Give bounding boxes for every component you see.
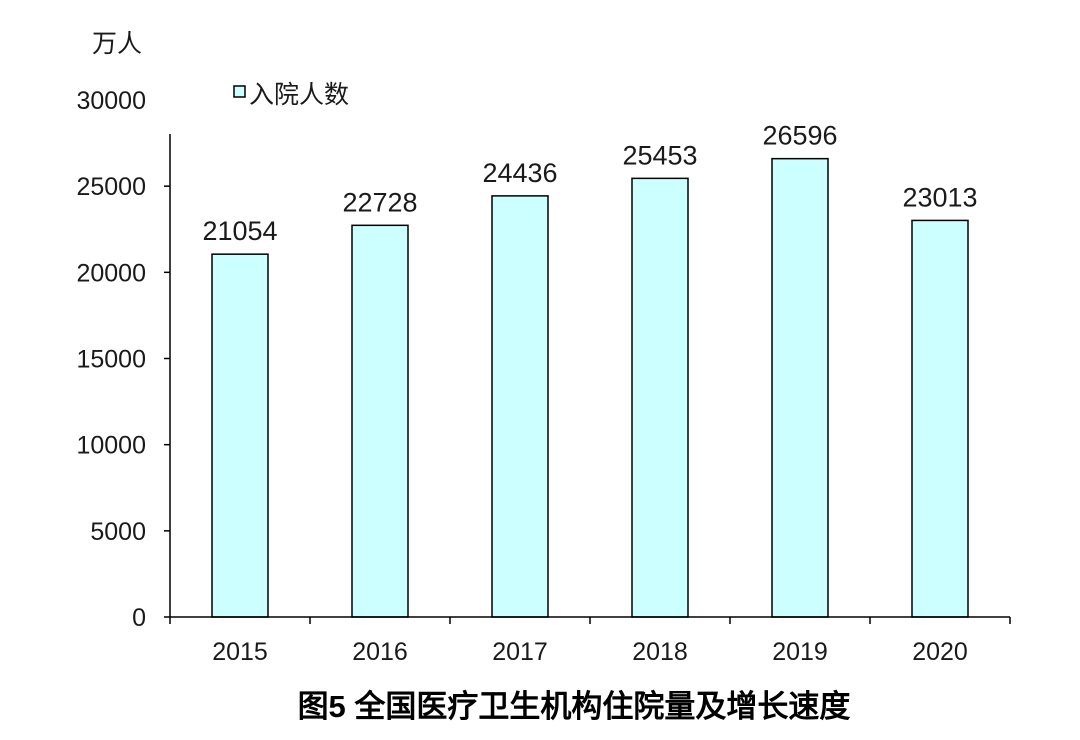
legend: 入院人数 xyxy=(233,81,349,109)
x-tick-label-2019: 2019 xyxy=(772,638,828,666)
bars xyxy=(211,157,969,618)
y-tick-label: 15000 xyxy=(76,346,146,374)
x-tick-label-2020: 2020 xyxy=(912,638,968,666)
data-labels: 21054 22728 24436 25453 26596 23013 xyxy=(202,121,977,247)
y-tick-label: 5000 xyxy=(90,518,146,546)
bar-2016 xyxy=(351,224,409,618)
data-label-2020: 23013 xyxy=(902,182,977,212)
bar-2019 xyxy=(771,157,829,618)
data-label-2017: 24436 xyxy=(482,158,557,188)
data-label-2018: 25453 xyxy=(622,140,697,170)
bar-2018 xyxy=(631,177,689,618)
x-tick-label-2017: 2017 xyxy=(492,638,548,666)
data-label-2015: 21054 xyxy=(202,216,277,246)
y-tick-label: 0 xyxy=(132,604,146,632)
data-label-2019: 26596 xyxy=(762,121,837,151)
data-label-2016: 22728 xyxy=(342,187,417,217)
y-tick-label: 25000 xyxy=(76,173,146,201)
legend-label: 入院人数 xyxy=(249,81,349,109)
y-axis-ticks: 0 5000 10000 15000 20000 25000 30000 xyxy=(76,87,170,632)
x-tick-label-2018: 2018 xyxy=(632,638,688,666)
y-tick-label: 30000 xyxy=(76,87,146,115)
bar-2015 xyxy=(211,253,269,618)
y-tick-label: 10000 xyxy=(76,432,146,460)
y-tick-label: 20000 xyxy=(76,259,146,287)
bar-2017 xyxy=(491,195,549,618)
y-unit-label: 万人 xyxy=(92,30,142,58)
x-axis-ticks: 2015 2016 2017 2018 2019 2020 xyxy=(169,617,1011,666)
legend-swatch xyxy=(233,85,246,98)
x-tick-label-2015: 2015 xyxy=(212,638,268,666)
bar-2020 xyxy=(911,219,969,618)
chart-title: 图5 全国医疗卫生机构住院量及增长速度 xyxy=(298,689,851,724)
x-tick-label-2016: 2016 xyxy=(352,638,408,666)
